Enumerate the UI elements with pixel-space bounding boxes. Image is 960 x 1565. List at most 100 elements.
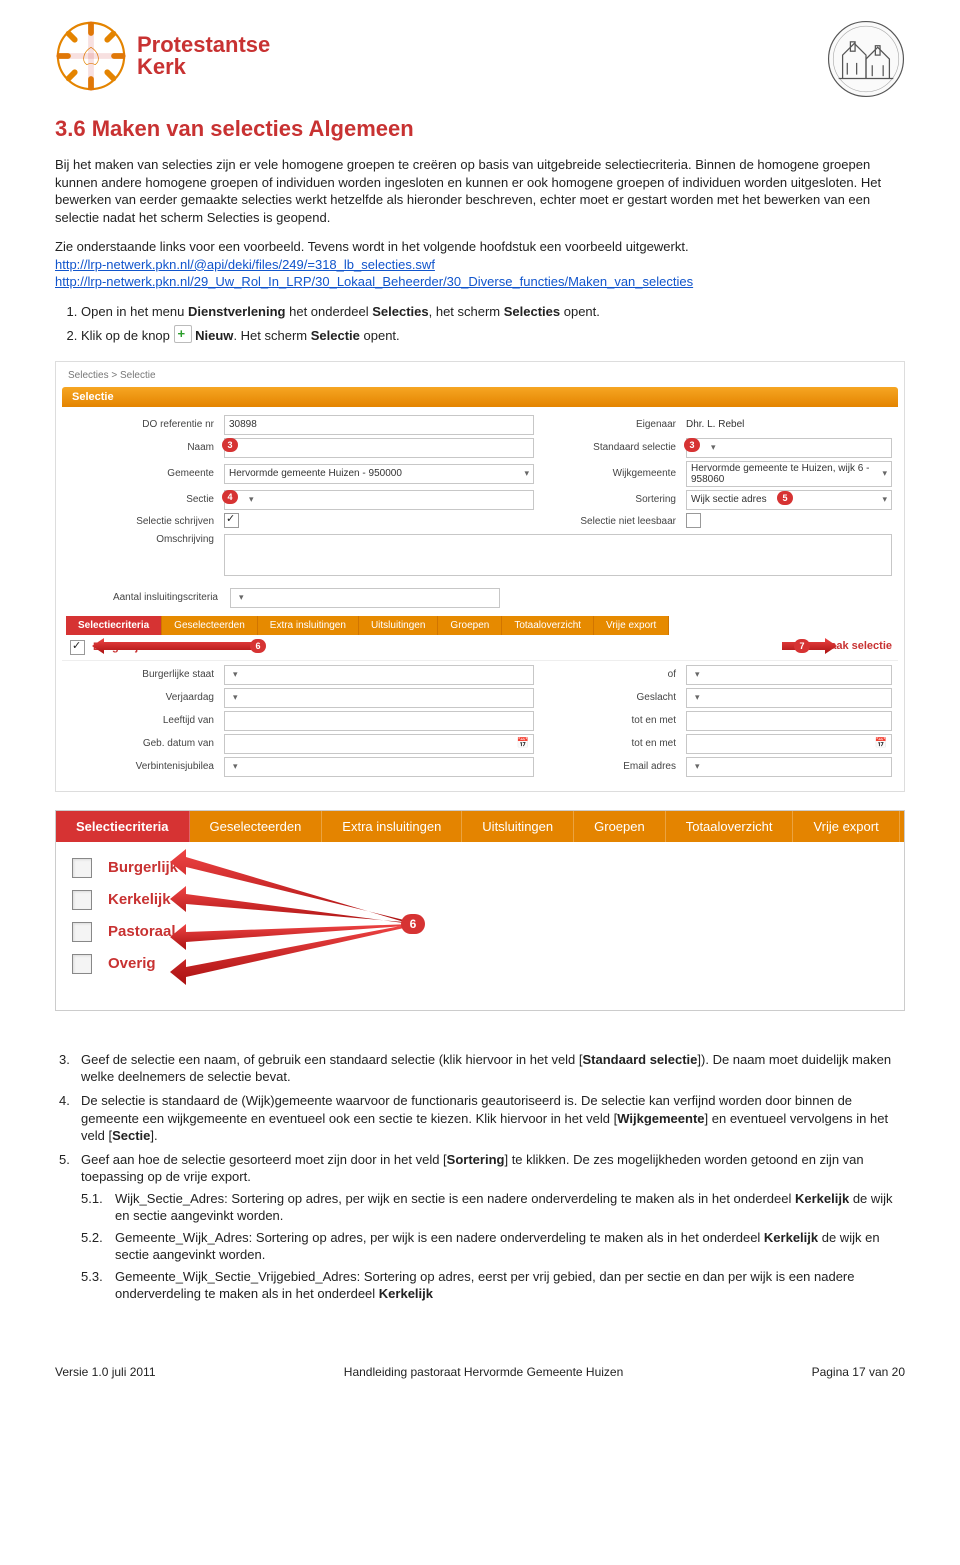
checkbox-overig[interactable] xyxy=(72,954,92,974)
tab2-extra-insluitingen[interactable]: Extra insluitingen xyxy=(322,811,462,842)
field-gemeente[interactable]: Hervormde gemeente Huizen - 950000 xyxy=(224,464,534,484)
footer-center: Handleiding pastoraat Hervormde Gemeente… xyxy=(344,1365,624,1379)
label-std-selectie: Standaard selectie xyxy=(540,442,680,453)
bottom-ordered-list: Geef de selectie een naam, of gebruik ee… xyxy=(81,1051,905,1303)
field-verbintenis[interactable] xyxy=(224,757,534,777)
tab2-geselecteerden[interactable]: Geselecteerden xyxy=(190,811,323,842)
tab-extra-insluitingen[interactable]: Extra insluitingen xyxy=(258,616,359,635)
tab-geselecteerden[interactable]: Geselecteerden xyxy=(162,616,258,635)
label-do-ref: DO referentie nr xyxy=(68,419,218,430)
label-sel-schrijven: Selectie schrijven xyxy=(68,516,218,527)
field-geb-datum-van[interactable]: 📅 xyxy=(224,734,534,754)
tab-vrije-export[interactable]: Vrije export xyxy=(594,616,669,635)
panel-title-bar: Selectie xyxy=(62,387,898,407)
field-of[interactable] xyxy=(686,665,892,685)
category-row-kerkelijk: Kerkelijk xyxy=(72,884,888,916)
section-title: 3.6 Maken van selecties Algemeen xyxy=(55,116,905,142)
checkbox-burgerlijk2[interactable] xyxy=(72,858,92,878)
tab2-uitsluitingen[interactable]: Uitsluitingen xyxy=(462,811,574,842)
link-swf[interactable]: http://lrp-netwerk.pkn.nl/@api/deki/file… xyxy=(55,257,435,272)
list-item: Wijk_Sectie_Adres: Sortering op adres, p… xyxy=(81,1190,905,1225)
marker-3b: 3 xyxy=(684,438,700,452)
sublist-5: Wijk_Sectie_Adres: Sortering op adres, p… xyxy=(81,1190,905,1303)
field-tot-en-met[interactable] xyxy=(686,711,892,731)
cat-overig[interactable]: Overig xyxy=(108,955,156,972)
body-text: Bij het maken van selecties zijn er vele… xyxy=(55,156,905,291)
cat-burgerlijk[interactable]: Burgerlijk xyxy=(108,859,178,876)
tab-selectiecriteria[interactable]: Selectiecriteria xyxy=(66,616,162,635)
field-tot-en-met2[interactable]: 📅 xyxy=(686,734,892,754)
label-niet-leesbaar: Selectie niet leesbaar xyxy=(540,516,680,527)
field-omschrijving[interactable] xyxy=(224,534,892,576)
field-sortering[interactable]: Wijk sectie adres5 xyxy=(686,490,892,510)
category-row-overig: Overig xyxy=(72,948,888,980)
checkbox-kerkelijk[interactable] xyxy=(72,890,92,910)
list-item: Gemeente_Wijk_Sectie_Vrijgebied_Adres: S… xyxy=(81,1268,905,1303)
tab2-totaaloverzicht[interactable]: Totaaloverzicht xyxy=(666,811,794,842)
label-eigenaar: Eigenaar xyxy=(540,419,680,430)
field-email[interactable] xyxy=(686,757,892,777)
checkbox-sel-schrijven[interactable] xyxy=(224,513,239,528)
marker-6-large: 6 xyxy=(401,914,425,934)
screenshot-tabs-categories: Selectiecriteria Geselecteerden Extra in… xyxy=(55,810,905,1011)
checkbox-pastoraal[interactable] xyxy=(72,922,92,942)
field-leeftijd-van[interactable] xyxy=(224,711,534,731)
list-item: Gemeente_Wijk_Adres: Sortering op adres,… xyxy=(81,1229,905,1264)
breadcrumb: Selecties > Selectie xyxy=(68,370,898,381)
label-burg-staat: Burgerlijke staat xyxy=(68,669,218,680)
label-naam: Naam xyxy=(68,442,218,453)
field-verjaardag[interactable] xyxy=(224,688,534,708)
link-wiki[interactable]: http://lrp-netwerk.pkn.nl/29_Uw_Rol_In_L… xyxy=(55,274,693,289)
tab-groepen[interactable]: Groepen xyxy=(438,616,502,635)
label-of: of xyxy=(540,669,680,680)
arrows-6-7 xyxy=(82,634,842,658)
field-std-selectie[interactable] xyxy=(686,438,892,458)
field-burg-staat[interactable] xyxy=(224,665,534,685)
field-aantal[interactable] xyxy=(230,588,500,608)
field-geslacht[interactable] xyxy=(686,688,892,708)
tab2-vrije-export[interactable]: Vrije export xyxy=(793,811,899,842)
tab-totaaloverzicht[interactable]: Totaaloverzicht xyxy=(502,616,594,635)
logo-icon xyxy=(55,20,127,92)
tab2-groepen[interactable]: Groepen xyxy=(574,811,666,842)
tabs2-row: Selectiecriteria Geselecteerden Extra in… xyxy=(56,811,904,842)
marker-7: 7 xyxy=(794,639,810,653)
category-row-burgerlijk: Burgerlijk xyxy=(72,852,888,884)
label-wijkgemeente: Wijkgemeente xyxy=(540,468,680,479)
footer-right: Pagina 17 van 20 xyxy=(812,1365,905,1379)
cat-kerkelijk[interactable]: Kerkelijk xyxy=(108,891,171,908)
label-sectie: Sectie xyxy=(68,494,218,505)
label-gemeente: Gemeente xyxy=(68,468,218,479)
label-verjaardag: Verjaardag xyxy=(68,692,218,703)
tab-uitsluitingen[interactable]: Uitsluitingen xyxy=(359,616,438,635)
label-verbintenis: Verbintenisjubilea xyxy=(68,761,218,772)
brand-line1: Protestantse xyxy=(137,34,270,56)
label-leeftijd-van: Leeftijd van xyxy=(68,715,218,726)
label-tot-en-met2: tot en met xyxy=(540,738,680,749)
paragraph-1: Bij het maken van selecties zijn er vele… xyxy=(55,156,905,226)
brand-line2: Kerk xyxy=(137,56,270,78)
field-do-ref[interactable]: 30898 xyxy=(224,415,534,435)
marker-3: 3 xyxy=(222,438,238,452)
list-item: Open in het menu Dienstverlening het ond… xyxy=(81,303,905,321)
label-omschrijving: Omschrijving xyxy=(68,534,218,545)
brand-text: Protestantse Kerk xyxy=(137,34,270,78)
page-footer: Versie 1.0 juli 2011 Handleiding pastora… xyxy=(0,1345,960,1399)
list-item: De selectie is standaard de (Wijk)gemeen… xyxy=(81,1092,905,1145)
footer-left: Versie 1.0 juli 2011 xyxy=(55,1365,156,1379)
tab2-selectiecriteria[interactable]: Selectiecriteria xyxy=(56,811,190,842)
paragraph-2: Zie onderstaande links voor een voorbeel… xyxy=(55,238,905,291)
field-wijkgemeente[interactable]: Hervormde gemeente te Huizen, wijk 6 - 9… xyxy=(686,461,892,487)
list-item: Klik op de knop Nieuw. Het scherm Select… xyxy=(81,325,905,345)
cat-pastoraal[interactable]: Pastoraal xyxy=(108,923,176,940)
field-sectie[interactable] xyxy=(224,490,534,510)
marker-4: 4 xyxy=(222,490,238,504)
brand-logo-block: Protestantse Kerk xyxy=(55,20,270,92)
checkbox-niet-leesbaar[interactable] xyxy=(686,513,701,528)
field-naam[interactable] xyxy=(224,438,534,458)
top-ordered-list: Open in het menu Dienstverlening het ond… xyxy=(81,303,905,345)
label-email: Email adres xyxy=(540,761,680,772)
list-item: Geef de selectie een naam, of gebruik ee… xyxy=(81,1051,905,1086)
list-item: Geef aan hoe de selectie gesorteerd moet… xyxy=(81,1151,905,1303)
label-geslacht: Geslacht xyxy=(540,692,680,703)
